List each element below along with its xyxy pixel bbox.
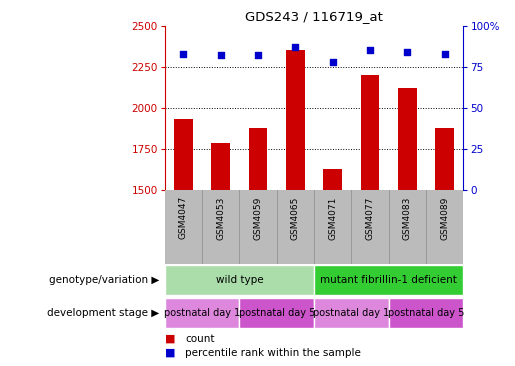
Text: GSM4089: GSM4089 [440, 196, 449, 240]
Text: postnatal day 5: postnatal day 5 [238, 308, 315, 318]
Text: wild type: wild type [216, 275, 263, 285]
Point [403, 49, 411, 55]
Bar [174, 119, 193, 366]
Bar [314, 298, 389, 328]
Text: GSM4071: GSM4071 [329, 196, 337, 240]
Text: postnatal day 1: postnatal day 1 [164, 308, 241, 318]
Bar [389, 298, 464, 328]
Text: postnatal day 5: postnatal day 5 [388, 308, 465, 318]
Bar [165, 265, 314, 295]
Bar [239, 298, 314, 328]
Title: GDS243 / 116719_at: GDS243 / 116719_at [245, 10, 383, 23]
Point [254, 52, 262, 58]
Text: GSM4053: GSM4053 [216, 196, 225, 240]
Text: count: count [185, 334, 215, 344]
Bar [249, 128, 267, 366]
Text: ■: ■ [165, 348, 175, 358]
Point [366, 47, 374, 53]
Text: GSM4065: GSM4065 [291, 196, 300, 240]
Text: mutant fibrillin-1 deficient: mutant fibrillin-1 deficient [320, 275, 457, 285]
Text: development stage ▶: development stage ▶ [47, 308, 160, 318]
Text: postnatal day 1: postnatal day 1 [313, 308, 390, 318]
Bar [212, 142, 230, 366]
Text: percentile rank within the sample: percentile rank within the sample [185, 348, 362, 358]
Bar [165, 298, 239, 328]
Point [217, 52, 225, 58]
Text: ■: ■ [165, 334, 175, 344]
Text: genotype/variation ▶: genotype/variation ▶ [49, 275, 160, 285]
Bar [286, 51, 305, 366]
Text: GSM4083: GSM4083 [403, 196, 412, 240]
Point [291, 44, 300, 50]
Bar [314, 265, 464, 295]
Bar [398, 88, 417, 366]
Bar [323, 169, 342, 366]
Text: GSM4077: GSM4077 [366, 196, 374, 240]
Text: GSM4047: GSM4047 [179, 196, 188, 239]
Text: GSM4059: GSM4059 [254, 196, 263, 240]
Point [179, 51, 187, 57]
Point [329, 59, 337, 65]
Bar [436, 128, 454, 366]
Bar [361, 75, 380, 366]
Point [441, 51, 449, 57]
